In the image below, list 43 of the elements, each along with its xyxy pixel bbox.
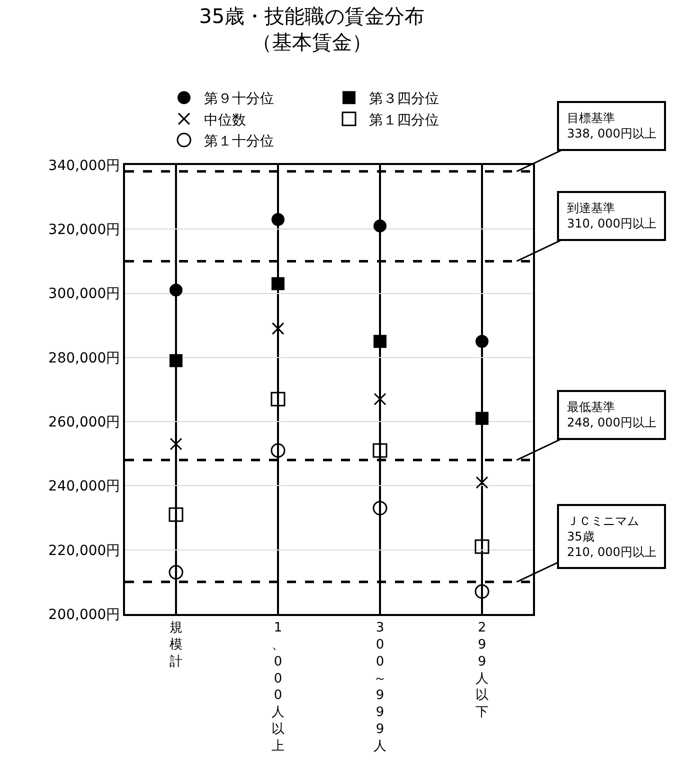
- y-tick-label: 200,000円: [48, 606, 120, 623]
- x-tick-label: 1、000人以上: [272, 620, 284, 754]
- y-tick-label: 300,000円: [48, 286, 120, 302]
- point: [476, 412, 488, 425]
- point: [270, 392, 286, 406]
- legend-label: 第３四分位: [369, 91, 439, 108]
- x-tick-label: 300～999人: [374, 620, 386, 754]
- ref-line-label: 目標基準 338, 000円以上: [567, 111, 656, 141]
- point: [372, 500, 388, 516]
- legend-label: 第１十分位: [204, 133, 274, 150]
- point: [474, 539, 490, 554]
- point: [170, 354, 182, 368]
- ref-line-label: ＪＣミニマム 35歳 210, 000円以上: [567, 514, 656, 560]
- ref-line-label: 到達基準 310, 000円以上: [567, 201, 656, 231]
- chart-subtitle: （基本賃金）: [252, 30, 372, 54]
- point: [272, 277, 284, 290]
- point: [170, 438, 182, 450]
- y-tick-label: 260,000円: [48, 414, 120, 430]
- ref-line-label: 最低基準 248, 000円以上: [567, 400, 656, 430]
- x-tick-label: 規模計: [170, 620, 182, 670]
- point: [372, 443, 388, 458]
- y-tick-label: 340,000円: [48, 158, 120, 174]
- point: [374, 334, 386, 348]
- point: [272, 213, 284, 226]
- point: [374, 219, 386, 232]
- point: [374, 392, 386, 406]
- chart-title: 35歳・技能職の賃金分布: [199, 4, 425, 28]
- point: [476, 334, 488, 348]
- point: [270, 443, 286, 458]
- point: [168, 565, 184, 580]
- y-tick-label: 280,000円: [48, 350, 120, 366]
- point: [170, 284, 182, 297]
- y-tick-label: 220,000円: [48, 542, 120, 559]
- legend-label: 第１四分位: [369, 112, 439, 128]
- x-tick-label: 299人以下: [476, 620, 488, 720]
- y-tick-label: 240,000円: [48, 478, 120, 495]
- point: [272, 322, 284, 335]
- point: [474, 584, 490, 599]
- y-tick-label: 320,000円: [48, 222, 120, 238]
- legend-label: 中位数: [204, 112, 246, 128]
- point: [168, 507, 184, 522]
- legend-label: 第９十分位: [204, 91, 274, 108]
- point: [476, 476, 488, 489]
